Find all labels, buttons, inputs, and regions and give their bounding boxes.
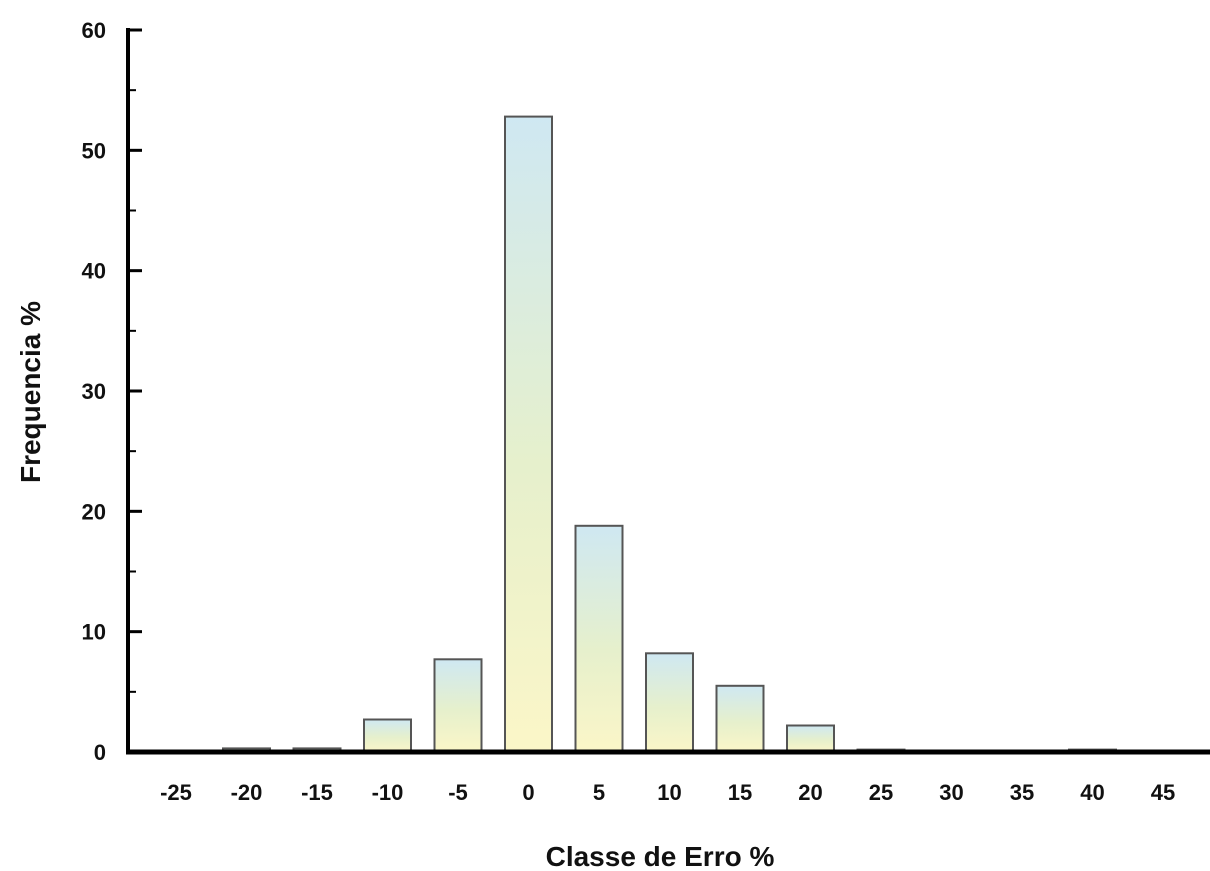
x-tick-label: 25: [869, 780, 893, 805]
y-ticks: 0 10 20 30 40 50 60: [82, 18, 142, 765]
x-tick-label: 45: [1151, 780, 1175, 805]
bar--5: [433, 658, 483, 753]
bar-0: [504, 115, 553, 754]
bars-layer: [222, 115, 1117, 754]
x-tick-label: 35: [1010, 780, 1034, 805]
x-ticks: -25 -20 -15 -10 -5 0 5 10 15 20 25 30 35 40 45: [160, 780, 1175, 805]
y-tick-label: 60: [82, 18, 106, 43]
x-tick-label: 10: [657, 780, 681, 805]
bar-5: [574, 524, 624, 753]
x-tick-label: -20: [231, 780, 263, 805]
x-tick-label: -5: [448, 780, 468, 805]
y-tick-label: 20: [82, 499, 106, 524]
axes-layer: [126, 28, 1210, 755]
x-tick-label: 15: [728, 780, 752, 805]
y-tick-label: 10: [82, 620, 106, 645]
y-tick-label: 40: [82, 259, 106, 284]
x-tick-label: 20: [798, 780, 822, 805]
bar--10: [363, 718, 412, 753]
y-tick-label: 50: [82, 138, 106, 163]
bar-15: [715, 684, 765, 753]
x-tick-label: -10: [372, 780, 404, 805]
x-axis-title: Classe de Erro %: [546, 841, 775, 871]
x-tick-label: 40: [1080, 780, 1104, 805]
y-axis-title: Frequencia %: [15, 301, 46, 483]
bar-10: [645, 652, 694, 753]
x-tick-label: 0: [522, 780, 534, 805]
y-tick-label: 0: [94, 740, 106, 765]
x-tick-label: 30: [939, 780, 963, 805]
x-tick-label: 5: [593, 780, 605, 805]
y-tick-label: 30: [82, 379, 106, 404]
x-tick-label: -15: [301, 780, 333, 805]
bar-20: [786, 724, 835, 753]
x-tick-label: -25: [160, 780, 192, 805]
